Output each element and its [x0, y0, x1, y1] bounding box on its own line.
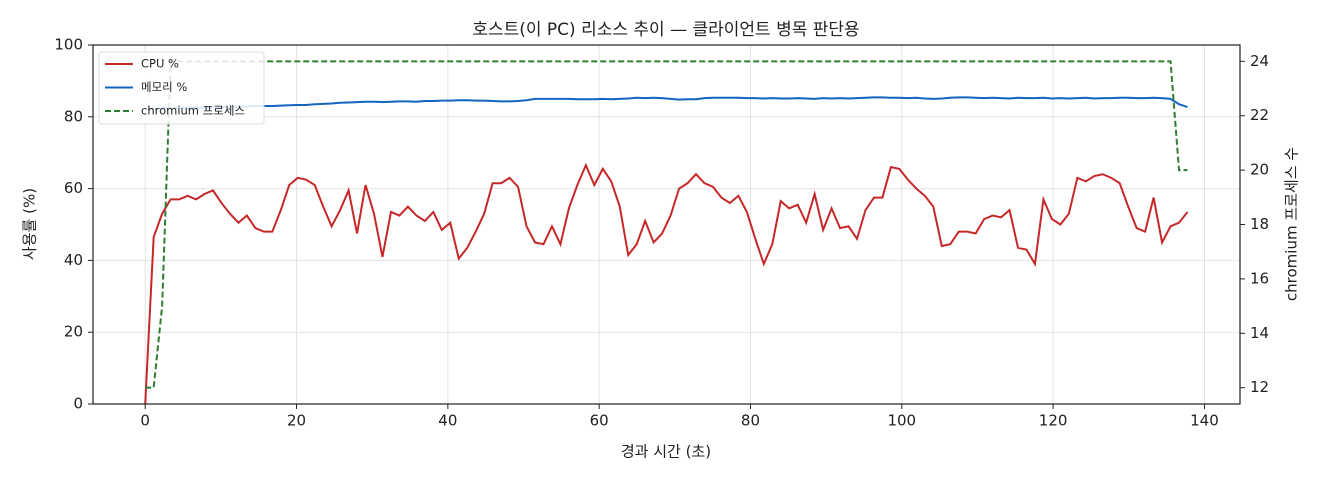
- legend-label: chromium 프로세스: [141, 104, 245, 118]
- x-tick-label: 40: [438, 412, 457, 430]
- x-tick-label: 20: [287, 412, 306, 430]
- x-tick-label: 100: [887, 412, 916, 430]
- y-tick-label: 60: [64, 179, 83, 197]
- y2-tick-label: 14: [1250, 324, 1269, 342]
- legend-box: [98, 51, 265, 125]
- y2-tick-label: 20: [1250, 161, 1269, 179]
- y2-tick-label: 18: [1250, 215, 1269, 233]
- legend-label: 메모리 %: [141, 80, 187, 94]
- y2-tick-label: 22: [1250, 106, 1269, 124]
- data-line: [145, 60, 1188, 389]
- y2-tick-label: 24: [1250, 52, 1269, 70]
- y2-tick-label: 16: [1250, 269, 1269, 287]
- y-tick-label: 80: [64, 107, 83, 125]
- y-tick-label: 20: [64, 323, 83, 341]
- x-tick-label: 80: [741, 412, 760, 430]
- plot-frame: [92, 44, 1241, 405]
- x-tick-label: 120: [1039, 412, 1068, 430]
- x-tick-label: 140: [1190, 412, 1219, 430]
- x-axis-label: 경과 시간 (초): [621, 443, 711, 461]
- y-tick-label: 100: [54, 36, 83, 54]
- legend-label: CPU %: [141, 57, 179, 71]
- y2-axis-label: chromium 프로세스 수: [1283, 147, 1301, 301]
- chart-title: 호스트(이 PC) 리소스 추이 — 클라이언트 병목 판단용: [472, 20, 859, 40]
- data-line: [145, 96, 1188, 111]
- y-tick-label: 40: [64, 251, 83, 269]
- x-tick-label: 60: [590, 412, 609, 430]
- x-tick-label: 0: [140, 412, 150, 430]
- y2-tick-label: 12: [1250, 378, 1269, 396]
- data-line: [144, 162, 1189, 405]
- y-axis-label: 사용률 (%): [21, 188, 39, 260]
- y-tick-label: 0: [73, 395, 83, 413]
